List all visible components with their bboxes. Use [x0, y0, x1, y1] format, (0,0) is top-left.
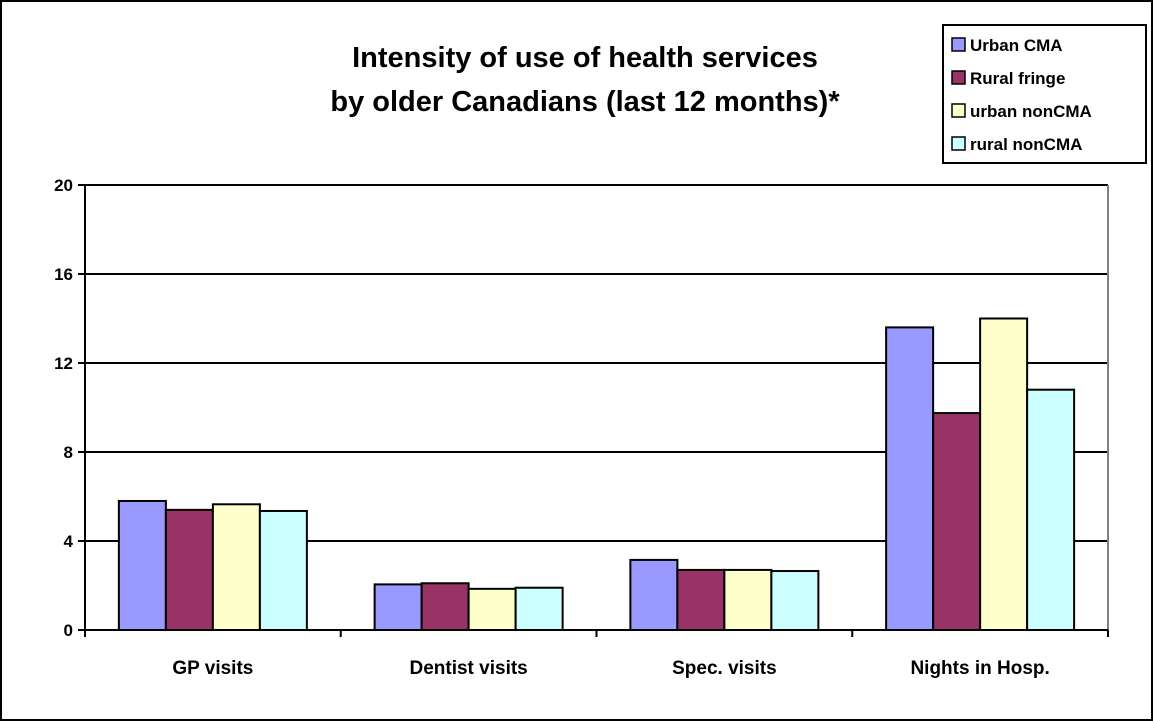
legend-swatch — [952, 38, 965, 51]
legend-label: Rural fringe — [970, 69, 1065, 88]
bar-rural-noncma-2 — [771, 571, 818, 630]
bar-urban-cma-0 — [119, 501, 166, 630]
bar-urban-cma-3 — [886, 327, 933, 630]
bar-rural-fringe-1 — [422, 583, 469, 630]
bar-rural-fringe-0 — [166, 510, 213, 630]
bar-rural-fringe-2 — [677, 570, 724, 630]
legend-label: rural nonCMA — [970, 135, 1082, 154]
bar-urban-noncma-3 — [980, 319, 1027, 631]
y-tick-label: 0 — [64, 621, 73, 640]
x-tick-label: Spec. visits — [672, 658, 777, 679]
legend-label: urban nonCMA — [970, 102, 1092, 121]
bar-urban-noncma-1 — [469, 589, 516, 630]
y-tick-label: 20 — [54, 176, 73, 195]
bar-urban-cma-2 — [630, 560, 677, 630]
legend-swatch — [952, 71, 965, 84]
x-tick-label: Dentist visits — [409, 658, 527, 679]
y-tick-label: 16 — [54, 265, 73, 284]
y-tick-label: 8 — [64, 443, 73, 462]
bar-rural-noncma-1 — [516, 588, 563, 630]
x-tick-label: Nights in Hosp. — [910, 658, 1049, 679]
y-tick-label: 4 — [64, 532, 74, 551]
legend-swatch — [952, 104, 965, 117]
x-tick-label: GP visits — [172, 658, 253, 679]
bar-rural-fringe-3 — [933, 413, 980, 630]
legend: Urban CMA Rural fringe urban nonCMA rural n… — [943, 25, 1146, 163]
chart-title-line-2: by older Canadians (last 12 months)* — [330, 86, 840, 118]
chart-title-line-1: Intensity of use of health services — [352, 42, 818, 74]
bar-urban-noncma-2 — [724, 570, 771, 630]
legend-swatch — [952, 137, 965, 150]
bar-urban-noncma-0 — [213, 504, 260, 630]
bar-rural-noncma-3 — [1027, 390, 1074, 630]
bar-urban-cma-1 — [375, 584, 422, 630]
bar-rural-noncma-0 — [260, 511, 307, 630]
y-tick-label: 12 — [54, 354, 73, 373]
legend-label: Urban CMA — [970, 36, 1063, 55]
